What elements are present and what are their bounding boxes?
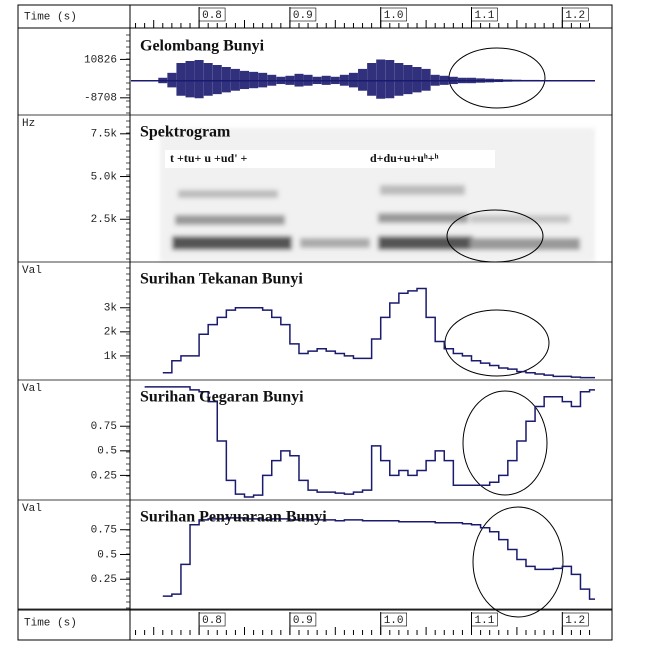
y-tick-label: 1k [104, 351, 118, 363]
y-tick-label: 2.5k [91, 214, 118, 226]
step-line [144, 386, 595, 498]
x-tick-label: 0.8 [202, 615, 222, 627]
y-tick-label: 0.25 [91, 574, 117, 586]
y-tick-label: 0.25 [91, 470, 117, 482]
panel-title: Gelombang Bunyi [140, 38, 265, 55]
y-tick-label: 10826 [84, 54, 117, 66]
annotation: d+du+u+uʰ+ʰ [370, 151, 439, 165]
y-tick-label: 5.0k [91, 171, 118, 183]
y-tick-label: 3k [104, 303, 118, 315]
x-tick-label: 0.9 [293, 10, 313, 22]
step-line [162, 517, 595, 600]
ruler-label-box [289, 612, 317, 627]
ruler-label: Time (s) [24, 617, 77, 629]
y-tick-label: 0.5 [97, 446, 117, 458]
annotation: t +tu+ u +ud' + [170, 151, 248, 165]
ruler-label-box [198, 612, 226, 627]
panel-title: Surihan Penyuaraan Bunyi [140, 509, 327, 526]
ruler-label-box [198, 7, 226, 22]
plots [131, 59, 595, 600]
panel-title: Surihan Tekanan Bunyi [140, 271, 303, 288]
ruler-label-box [562, 612, 589, 627]
x-tick-label: 1.1 [475, 615, 495, 627]
ruler-label-box [289, 7, 317, 22]
frame [17, 4, 613, 641]
x-tick-label: 0.9 [293, 615, 313, 627]
x-tick-label: 1.2 [565, 10, 585, 22]
ruler-label-box [380, 612, 408, 627]
y-axis-label: Val [22, 383, 42, 395]
spectrogram-image [160, 128, 595, 262]
ruler-label: Time (s) [24, 11, 77, 23]
y-tick-label: 0.75 [91, 421, 117, 433]
x-tick-label: 1.2 [565, 615, 585, 627]
x-tick-label: 1.0 [384, 615, 404, 627]
x-tick-label: 1.0 [384, 10, 404, 22]
y-tick-label: 2k [104, 327, 118, 339]
panel-title: Surihan Gegaran Bunyi [140, 389, 304, 406]
y-axis-label: Val [22, 265, 42, 277]
y-tick-label: 0.5 [97, 549, 117, 561]
y-axis-label: Val [22, 503, 42, 515]
x-tick-label: 0.8 [202, 10, 222, 22]
y-axis-label: Hz [22, 118, 35, 130]
x-tick-label: 1.1 [475, 10, 495, 22]
ruler-label-box [471, 612, 498, 627]
y-tick-label: -8708 [84, 93, 117, 105]
annotation-backdrop [165, 150, 495, 168]
ruler-label-box [471, 7, 498, 22]
y-tick-label: 0.75 [91, 525, 117, 537]
step-line [162, 287, 595, 379]
ruler-label-box [380, 7, 408, 22]
panel-title: Spektrogram [140, 124, 231, 141]
y-tick-label: 7.5k [91, 129, 118, 141]
ruler-label-box [562, 7, 589, 22]
